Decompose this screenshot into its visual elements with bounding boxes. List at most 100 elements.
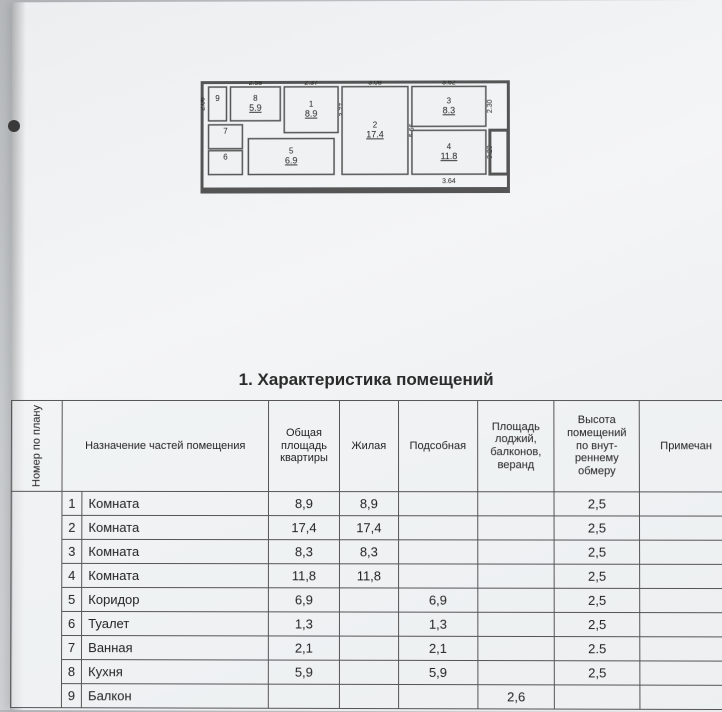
cell-balcony <box>478 612 555 636</box>
cell-balcony <box>478 588 555 612</box>
svg-text:11.8: 11.8 <box>440 151 457 161</box>
cell-note <box>640 589 722 613</box>
table-header-row: Номер по плану Назначение частей помещен… <box>11 400 722 492</box>
col-balcony: Площадь лоджий, балконов, веранд <box>477 401 554 492</box>
cell-aux <box>398 492 477 516</box>
svg-text:17.4: 17.4 <box>366 129 383 139</box>
cell-living: 17,4 <box>339 516 398 540</box>
svg-text:5: 5 <box>289 147 294 156</box>
cell-height <box>555 685 640 709</box>
svg-text:5.9: 5.9 <box>249 103 261 113</box>
table-row: 5Коридор6,96,92,5 <box>11 587 722 612</box>
cell-balcony <box>477 492 554 516</box>
cell-total: 1,3 <box>268 612 339 636</box>
table-row: 6Туалет1,31,32,5 <box>11 611 722 637</box>
section-title: 1. Характеристика помещений <box>11 370 722 390</box>
cell-aux: 2,1 <box>398 636 477 660</box>
cell-aux: 6,9 <box>398 588 477 612</box>
svg-text:9: 9 <box>215 94 220 103</box>
cell-total <box>268 684 339 708</box>
punch-hole <box>8 120 20 132</box>
cell-name: Комната <box>82 540 269 564</box>
cell-total: 8,3 <box>268 540 339 564</box>
cell-name: Кухня <box>82 660 269 685</box>
side-spacer <box>11 491 62 707</box>
cell-balcony <box>478 540 555 564</box>
cell-number: 8 <box>61 660 81 684</box>
cell-aux <box>398 516 477 540</box>
svg-text:4: 4 <box>447 142 452 151</box>
cell-balcony <box>477 516 554 540</box>
col-plan-number: Номер по плану <box>11 400 62 491</box>
cell-number: 4 <box>62 564 82 588</box>
cell-aux <box>398 564 477 588</box>
cell-name: Туалет <box>82 612 269 636</box>
svg-text:8: 8 <box>253 94 258 103</box>
svg-text:3.64: 3.64 <box>442 178 456 185</box>
cell-total: 2,1 <box>268 636 339 660</box>
cell-number: 9 <box>61 684 81 708</box>
cell-note <box>640 661 722 685</box>
cell-living <box>339 684 398 708</box>
cell-total: 17,4 <box>268 516 339 540</box>
cell-living <box>339 612 398 636</box>
col-aux: Подсобная <box>398 401 477 492</box>
col-total: Общая площадь квартиры <box>269 401 340 492</box>
col-note: Примечан <box>639 401 722 493</box>
svg-text:2.30: 2.30 <box>487 99 494 113</box>
cell-aux: 1,3 <box>398 612 477 636</box>
svg-text:6: 6 <box>223 153 228 162</box>
cell-name: Комната <box>82 564 269 588</box>
cell-balcony <box>478 637 555 661</box>
cell-note <box>639 492 722 516</box>
svg-text:2: 2 <box>373 120 378 129</box>
cell-living <box>339 588 398 612</box>
cell-note <box>640 637 722 661</box>
svg-text:2.06: 2.06 <box>200 97 206 111</box>
cell-living <box>339 660 398 684</box>
svg-text:3.62: 3.62 <box>442 80 456 86</box>
cell-total: 6,9 <box>268 588 339 612</box>
floorplan-svg: 85.92.5818.92.373.77217.43.085.6638.33.6… <box>200 80 510 210</box>
svg-text:8.9: 8.9 <box>305 109 317 119</box>
cell-note <box>640 685 722 709</box>
svg-text:2.37: 2.37 <box>304 80 318 87</box>
table-row: 7Ванная2,12,12.5 <box>11 636 722 662</box>
svg-text:7: 7 <box>223 127 228 136</box>
cell-height: 2,5 <box>555 661 640 685</box>
table-row: 8Кухня5,95,92,5 <box>11 660 722 686</box>
cell-balcony: 2,6 <box>478 685 555 709</box>
cell-height: 2,5 <box>555 613 640 637</box>
cell-note <box>639 516 722 540</box>
cell-living <box>339 636 398 660</box>
col-height: Высота помещений по внут- реннему обмеру <box>554 401 639 492</box>
col-living: Жилая <box>339 401 398 492</box>
cell-aux: 5,9 <box>398 660 477 684</box>
table-row: 2Комната17,417,42,5 <box>11 515 722 540</box>
cell-number: 2 <box>62 515 82 539</box>
cell-name: Коридор <box>82 588 269 612</box>
cell-aux <box>398 685 477 709</box>
table-row: 9Балкон 2,6 <box>11 684 722 710</box>
svg-text:8.3: 8.3 <box>443 105 456 115</box>
cell-height: 2,5 <box>554 516 639 540</box>
cell-height: 2,5 <box>554 564 639 588</box>
cell-name: Балкон <box>82 684 269 709</box>
floorplan: 85.92.5818.92.373.77217.43.085.6638.33.6… <box>200 80 509 200</box>
cell-living: 8,9 <box>339 492 398 516</box>
cell-name: Ванная <box>82 636 269 661</box>
table-row: 3Комната8,38,32,5 <box>11 539 722 564</box>
col-name: Назначение частей помещения <box>62 400 269 491</box>
cell-height: 2,5 <box>554 492 639 516</box>
rooms-table: Номер по плану Назначение частей помещен… <box>10 400 722 710</box>
cell-number: 6 <box>62 612 82 636</box>
cell-living: 8,3 <box>339 540 398 564</box>
table-row: 1Комната8,98,92,5 <box>11 491 722 516</box>
cell-aux <box>398 540 477 564</box>
cell-balcony <box>478 564 555 588</box>
svg-text:2.58: 2.58 <box>249 80 263 87</box>
cell-number: 3 <box>62 539 82 563</box>
cell-total: 8,9 <box>269 492 340 516</box>
document-page: 85.92.5818.92.373.77217.43.085.6638.33.6… <box>10 0 722 712</box>
cell-note <box>640 540 722 564</box>
